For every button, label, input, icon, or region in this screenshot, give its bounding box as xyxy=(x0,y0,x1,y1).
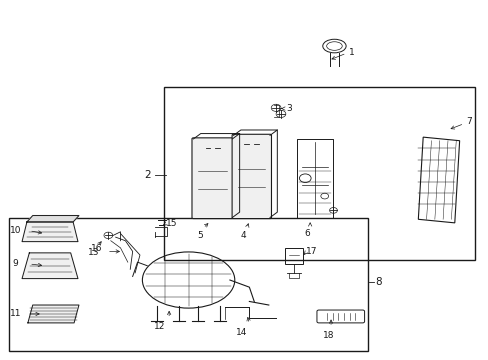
Text: 8: 8 xyxy=(374,277,381,287)
Text: 12: 12 xyxy=(153,322,165,331)
Polygon shape xyxy=(27,216,79,222)
Polygon shape xyxy=(22,253,78,279)
Text: 10: 10 xyxy=(10,226,21,235)
Text: 1: 1 xyxy=(348,48,354,57)
Text: 13: 13 xyxy=(88,248,99,257)
Polygon shape xyxy=(28,305,79,323)
Text: 14: 14 xyxy=(236,328,247,337)
Bar xyxy=(164,87,474,260)
Text: 11: 11 xyxy=(10,310,21,319)
Text: 16: 16 xyxy=(91,244,102,253)
Text: 15: 15 xyxy=(165,219,177,228)
Text: 4: 4 xyxy=(240,231,246,240)
Text: 3: 3 xyxy=(285,104,291,113)
Text: 18: 18 xyxy=(322,331,334,340)
Bar xyxy=(9,217,368,351)
Text: 5: 5 xyxy=(197,231,202,240)
Polygon shape xyxy=(22,222,78,242)
Text: 17: 17 xyxy=(305,247,317,256)
FancyBboxPatch shape xyxy=(192,138,233,219)
Bar xyxy=(285,248,302,264)
FancyBboxPatch shape xyxy=(232,134,271,219)
Text: 7: 7 xyxy=(465,117,470,126)
Text: 2: 2 xyxy=(144,170,151,180)
Circle shape xyxy=(320,193,328,199)
Text: 6: 6 xyxy=(304,229,310,238)
Circle shape xyxy=(299,174,310,183)
Text: 9: 9 xyxy=(12,260,18,269)
